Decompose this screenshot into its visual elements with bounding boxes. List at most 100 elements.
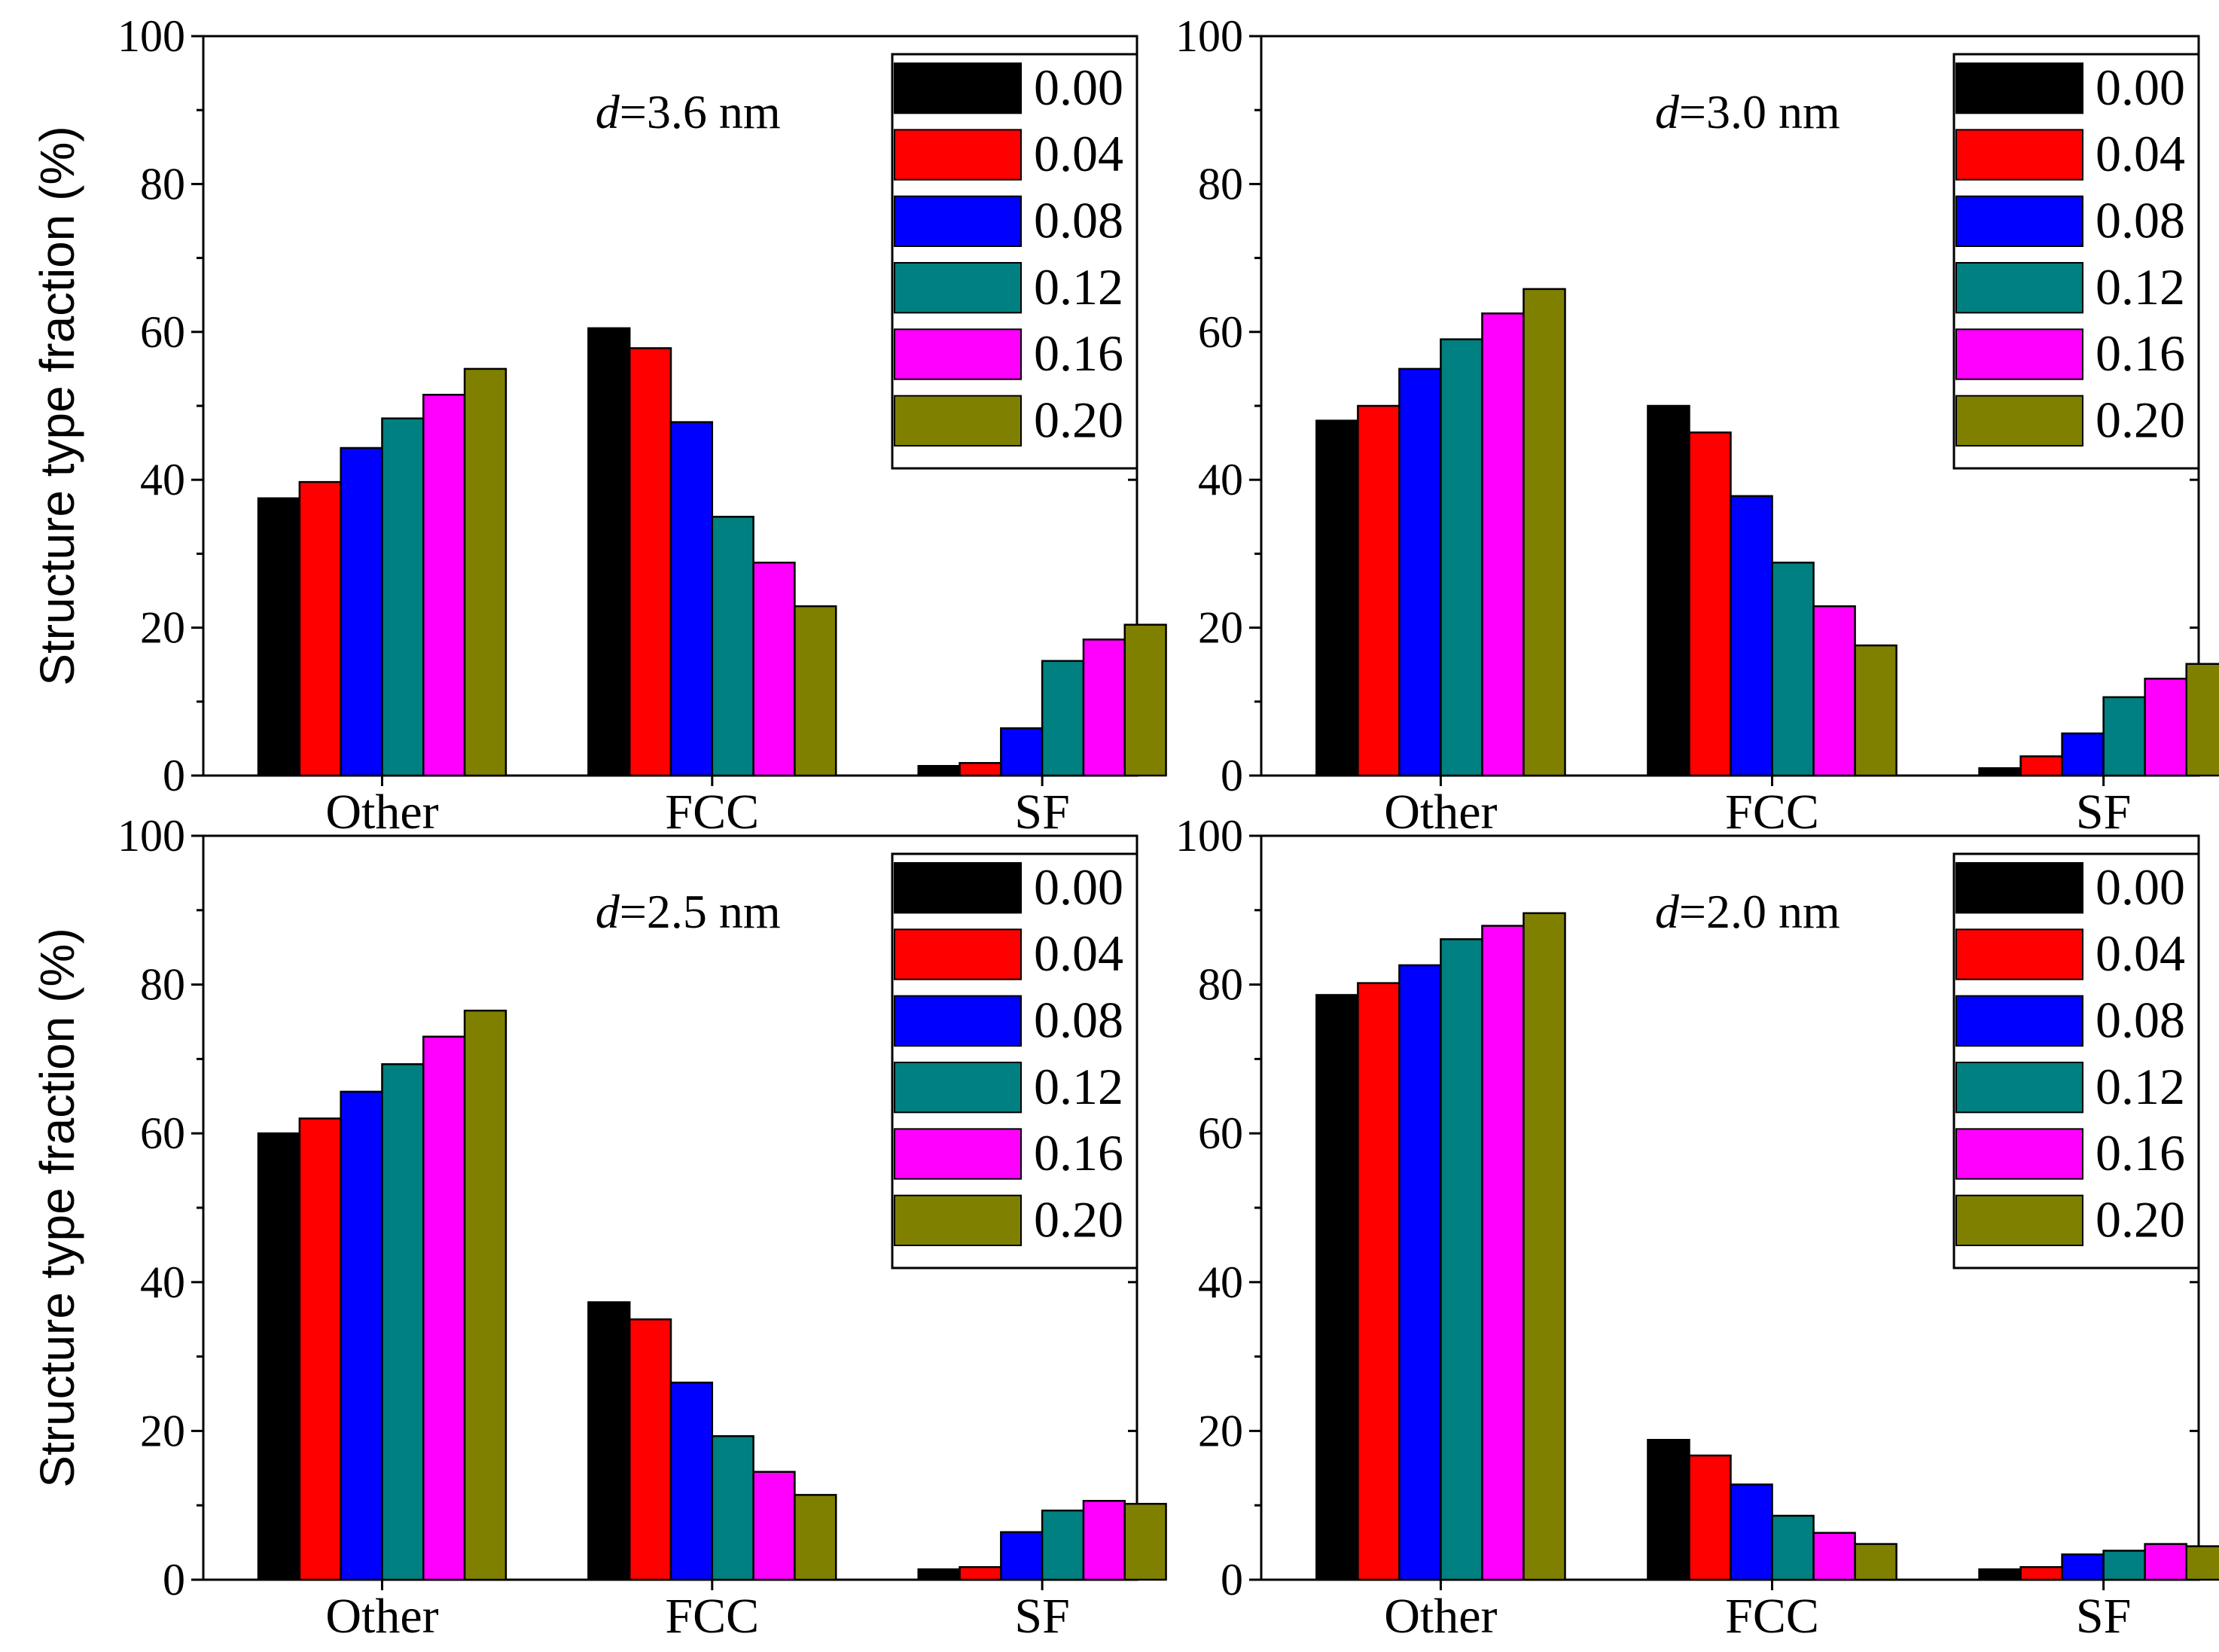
bar-sf-0.04	[959, 1565, 1002, 1581]
legend-label: 0.16	[2096, 325, 2185, 382]
legend-label: 0.20	[1034, 1190, 1123, 1248]
bar-fcc-0.16	[1812, 1532, 1856, 1581]
legend-swatch-0.08	[1955, 995, 2083, 1047]
legend-label: 0.08	[2096, 191, 2185, 248]
y-tick-label: 80	[1198, 159, 1243, 209]
y-tick-label: 80	[1198, 960, 1243, 1010]
bar-other-0.16	[422, 1035, 466, 1581]
bar-fcc-0.00	[1647, 1439, 1690, 1581]
bar-fcc-0.00	[1647, 404, 1690, 777]
diameter-label: d=3.6 nm	[596, 85, 781, 139]
legend-swatch-0.20	[894, 395, 1022, 447]
x-category-label: SF	[2076, 1589, 2131, 1644]
legend-label: 0.04	[1034, 125, 1123, 182]
bar-other-0.20	[1523, 288, 1566, 777]
legend-label: 0.00	[1034, 59, 1123, 116]
diameter-symbol: d	[596, 85, 620, 139]
y-tick-label: 20	[1198, 603, 1243, 653]
bar-sf-0.20	[2185, 663, 2219, 777]
x-category-label: SF	[1014, 1589, 1069, 1644]
bar-sf-0.12	[2102, 1550, 2146, 1581]
legend-swatch-0.16	[894, 1128, 1022, 1180]
legend-swatch-0.20	[1955, 1194, 2083, 1246]
bar-fcc-0.08	[669, 421, 714, 777]
legend-label: 0.12	[1034, 1058, 1123, 1115]
legend-swatch-0.08	[894, 195, 1022, 247]
legend-label: 0.08	[2096, 991, 2185, 1048]
bar-other-0.00	[1315, 994, 1359, 1581]
y-tick-label: 60	[1198, 1108, 1243, 1158]
bar-fcc-0.12	[1771, 561, 1815, 777]
bar-other-0.16	[1481, 925, 1525, 1581]
bar-other-0.08	[340, 1090, 383, 1581]
diameter-label: d=3.0 nm	[1655, 85, 1840, 139]
bar-sf-0.04	[2019, 755, 2063, 777]
bar-sf-0.04	[2019, 1565, 2063, 1581]
legend-label: 0.04	[2096, 125, 2185, 182]
bar-sf-0.12	[1041, 1509, 1085, 1581]
bar-other-0.08	[1398, 367, 1442, 777]
y-tick-label: 0	[1221, 751, 1243, 800]
bar-fcc-0.16	[1812, 605, 1856, 777]
legend-label: 0.20	[2096, 391, 2185, 448]
y-tick-label: 80	[140, 960, 185, 1010]
legend-label: 0.08	[1034, 991, 1123, 1048]
legend-swatch-0.08	[1955, 195, 2083, 247]
bar-sf-0.08	[2061, 732, 2105, 777]
diameter-value: =2.5 nm	[620, 885, 781, 938]
bar-other-0.00	[257, 1132, 301, 1581]
diameter-value: =2.0 nm	[1679, 885, 1840, 938]
bar-other-0.04	[1357, 404, 1401, 777]
bar-sf-0.16	[2144, 1543, 2187, 1581]
legend-label: 0.00	[1034, 858, 1123, 916]
legend-label: 0.16	[1034, 1124, 1123, 1181]
bar-sf-0.00	[917, 1568, 961, 1581]
x-category-label: Other	[1384, 1589, 1497, 1644]
y-tick-label: 20	[1198, 1406, 1243, 1455]
bar-fcc-0.12	[1771, 1514, 1815, 1581]
legend-swatch-0.04	[894, 928, 1022, 980]
legend-swatch-0.20	[1955, 395, 2083, 447]
y-tick-label: 40	[1198, 455, 1243, 504]
legend-label: 0.00	[2096, 59, 2185, 116]
bar-fcc-0.04	[628, 1318, 672, 1581]
y-tick-label: 20	[140, 1406, 185, 1455]
x-category-label: SF	[2076, 785, 2131, 840]
y-tick-label: 60	[1198, 307, 1243, 357]
bar-fcc-0.08	[1730, 495, 1773, 777]
bar-other-0.04	[298, 1117, 342, 1581]
y-tick-label: 60	[140, 307, 185, 357]
diameter-value: =3.6 nm	[620, 85, 781, 139]
legend-swatch-0.04	[1955, 928, 2083, 980]
bar-sf-0.20	[1123, 1502, 1167, 1581]
legend-swatch-0.16	[1955, 328, 2083, 380]
diameter-label: d=2.5 nm	[596, 885, 781, 938]
bar-sf-0.08	[1000, 727, 1044, 777]
x-category-label: Other	[1384, 785, 1497, 840]
bar-sf-0.00	[1978, 1568, 2022, 1581]
bar-other-0.00	[257, 497, 301, 777]
bar-other-0.20	[463, 1009, 508, 1581]
legend-swatch-0.12	[1955, 1062, 2083, 1114]
y-tick-label: 100	[1175, 11, 1243, 61]
bar-sf-0.16	[2144, 678, 2187, 777]
x-category-label: FCC	[1725, 785, 1819, 840]
y-tick-label: 60	[140, 1108, 185, 1158]
legend: 0.00 0.04 0.08 0.12 0.16 0.20	[1952, 53, 2200, 470]
legend-label: 0.04	[2096, 925, 2185, 982]
y-tick-label: 100	[117, 811, 185, 861]
bar-sf-0.00	[1978, 767, 2022, 777]
bar-fcc-0.04	[1688, 431, 1732, 777]
legend-label: 0.00	[2096, 858, 2185, 916]
bar-sf-0.12	[1041, 660, 1085, 777]
bar-fcc-0.20	[794, 605, 837, 777]
diameter-symbol: d	[596, 885, 620, 938]
legend-swatch-0.00	[894, 62, 1022, 114]
y-tick-label: 20	[140, 603, 185, 653]
bar-other-0.12	[1440, 938, 1483, 1581]
bar-fcc-0.20	[794, 1494, 837, 1581]
legend: 0.00 0.04 0.08 0.12 0.16 0.20	[891, 852, 1138, 1269]
legend: 0.00 0.04 0.08 0.12 0.16 0.20	[1952, 852, 2200, 1269]
